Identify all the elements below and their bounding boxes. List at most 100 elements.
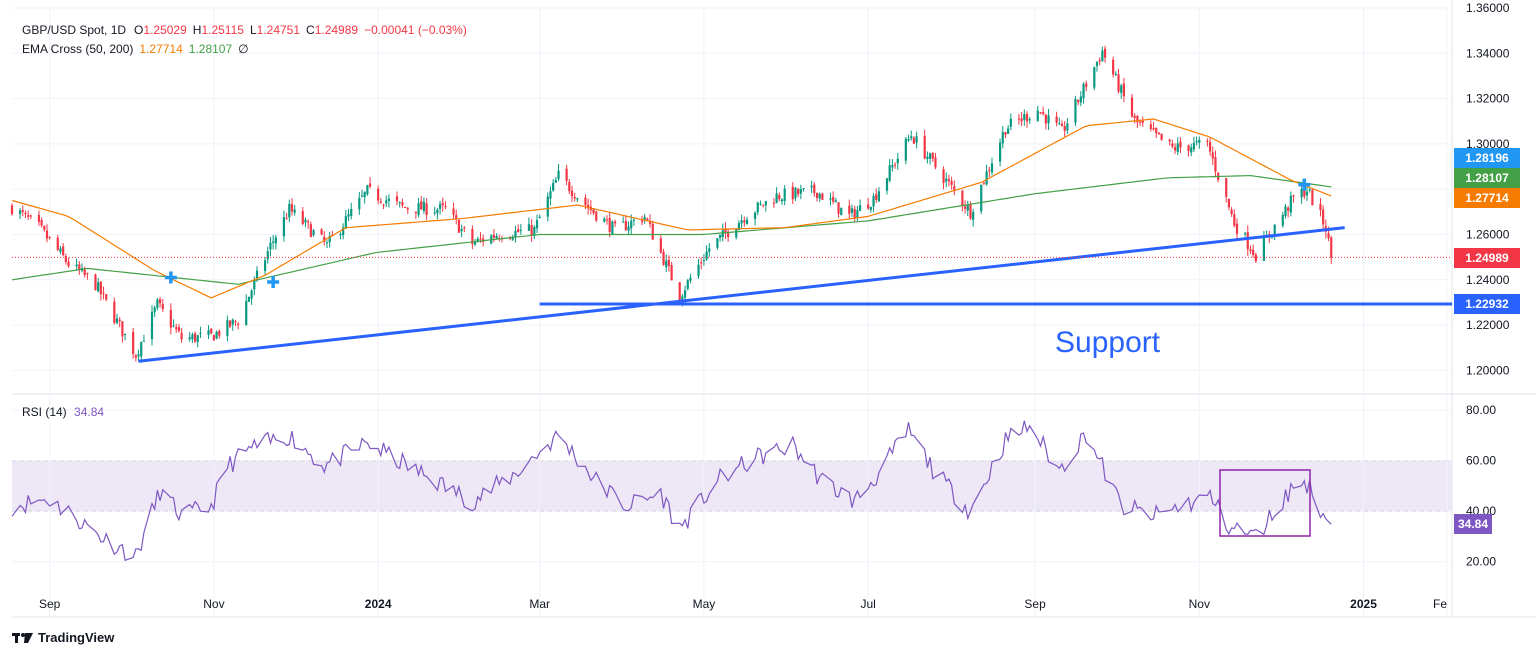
candle-body: [716, 238, 719, 248]
candle-body: [137, 354, 140, 357]
candle-body: [293, 209, 296, 213]
candle-body: [1160, 133, 1163, 140]
candle-body: [387, 198, 391, 201]
candle-body: [829, 198, 832, 200]
price-legend: GBP/USD Spot, 1D O1.25029 H1.25115 L1.24751…: [22, 23, 473, 37]
candle-body: [142, 340, 146, 342]
price-tick-label: 1.26000: [1466, 227, 1510, 241]
candle-body: [613, 221, 617, 224]
candle-body: [444, 206, 447, 208]
candle-body: [21, 210, 24, 212]
candle-body: [702, 260, 706, 262]
candle-body: [347, 214, 350, 217]
candle-body: [134, 355, 137, 358]
candle-body: [1284, 206, 1287, 216]
candle-body: [385, 200, 388, 204]
candle-body: [140, 342, 143, 357]
rsi-title[interactable]: RSI (14): [22, 405, 67, 419]
candle-body: [94, 274, 97, 291]
candle-body: [10, 205, 14, 215]
ema-title[interactable]: EMA Cross (50, 200): [22, 42, 134, 56]
candle-body: [705, 251, 708, 260]
candle-body: [1273, 224, 1276, 235]
candle-body: [1176, 143, 1179, 152]
candle-body: [1225, 178, 1228, 197]
candle-body: [156, 299, 159, 308]
candle-body: [455, 214, 458, 219]
candle-body: [320, 229, 323, 235]
candle-body: [479, 238, 482, 240]
candle-body: [342, 227, 345, 236]
candle-body: [527, 224, 531, 231]
candle-body: [743, 220, 746, 223]
candle-body: [121, 321, 124, 337]
price-tag: 1.24989: [1454, 248, 1520, 268]
candle-body: [285, 218, 288, 220]
candle-body: [686, 280, 689, 289]
candle-body: [1211, 152, 1214, 159]
candle-body: [1292, 195, 1295, 197]
candle-body: [78, 264, 81, 271]
candle-body: [961, 190, 964, 206]
candle-body: [858, 205, 862, 211]
candle-body: [62, 246, 65, 256]
tradingview-logo-icon: [12, 632, 33, 643]
candle-body: [947, 179, 951, 182]
tradingview-brand[interactable]: TradingView: [12, 630, 114, 645]
candle-body: [1017, 118, 1021, 120]
candle-body: [737, 223, 741, 231]
low-value: 1.24751: [256, 23, 301, 37]
rsi-highlight-box: [1219, 469, 1311, 537]
candle-body: [837, 202, 840, 214]
candle-body: [67, 261, 70, 267]
candle-body: [753, 212, 757, 219]
candle-body: [756, 202, 759, 213]
time-tick-label: Jul: [860, 597, 875, 611]
candle-body: [196, 335, 199, 342]
candle-body: [237, 323, 240, 326]
candle-body: [191, 334, 194, 340]
time-tick-label: Sep: [1024, 597, 1046, 611]
candle-body: [1060, 123, 1064, 127]
candle-body: [931, 152, 934, 159]
high-label: H: [192, 23, 202, 37]
candle-body: [1066, 123, 1069, 131]
candle-body: [471, 228, 474, 245]
candle-body: [158, 299, 162, 304]
candle-body: [519, 229, 522, 231]
price-tick-label: 1.36000: [1466, 1, 1510, 15]
symbol-label[interactable]: GBP/USD Spot, 1D: [22, 23, 127, 37]
candle-body: [83, 268, 86, 275]
candle-body: [312, 230, 315, 236]
candle-body: [363, 192, 366, 198]
candle-body: [366, 185, 369, 195]
candle-body: [18, 210, 22, 214]
candle-body: [928, 153, 932, 159]
candle-body: [180, 332, 183, 340]
rsi-tick-label: 60.00: [1466, 454, 1496, 468]
rsi-line: [11, 420, 1332, 562]
candle-body: [272, 241, 275, 243]
close-label: C: [306, 23, 315, 37]
candle-body: [1173, 147, 1177, 151]
candle-body: [1044, 114, 1047, 124]
candle-body: [624, 221, 627, 231]
rsi-tick-label: 80.00: [1466, 403, 1496, 417]
candle-body: [535, 220, 539, 229]
candle-body: [150, 311, 154, 340]
candle-body: [982, 182, 986, 184]
candle-body: [1063, 126, 1066, 131]
rsi-value: 34.84: [74, 405, 105, 419]
candle-body: [1155, 127, 1158, 134]
candle-body: [622, 221, 625, 223]
price-tag: 1.22932: [1454, 294, 1520, 314]
candle-body: [161, 303, 164, 310]
candle-body: [1322, 209, 1325, 225]
candle-body: [1103, 48, 1107, 58]
candle-body: [1095, 61, 1099, 67]
price-tick-label: 1.32000: [1466, 92, 1510, 106]
candle-body: [1214, 156, 1217, 172]
candle-body: [245, 301, 248, 326]
candle-body: [608, 218, 611, 233]
